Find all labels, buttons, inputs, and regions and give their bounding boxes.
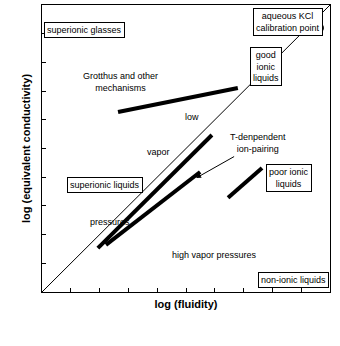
svg-text:superionic liquids: superionic liquids (70, 180, 140, 190)
svg-text:T-denpendention-pairing: T-denpendention-pairing (230, 132, 286, 154)
svg-text:log (fluidity): log (fluidity) (155, 298, 218, 310)
svg-text:high vapor pressures: high vapor pressures (172, 250, 257, 260)
svg-text:goodionicliquids: goodionicliquids (253, 50, 279, 83)
svg-text:vapor: vapor (147, 147, 170, 157)
svg-text:poor ionicliquids: poor ionicliquids (269, 167, 309, 189)
svg-text:aqueous KClcalibration point: aqueous KClcalibration point (256, 11, 320, 33)
svg-text:low: low (185, 112, 199, 122)
svg-text:Grotthus and othermechanisms: Grotthus and othermechanisms (83, 71, 158, 93)
svg-text:log (equivalent conductivity): log (equivalent conductivity) (20, 74, 32, 223)
svg-text:non-ionic liquids: non-ionic liquids (261, 275, 326, 285)
svg-text:pressures: pressures (90, 217, 130, 227)
svg-text:superionic glasses: superionic glasses (47, 25, 122, 35)
